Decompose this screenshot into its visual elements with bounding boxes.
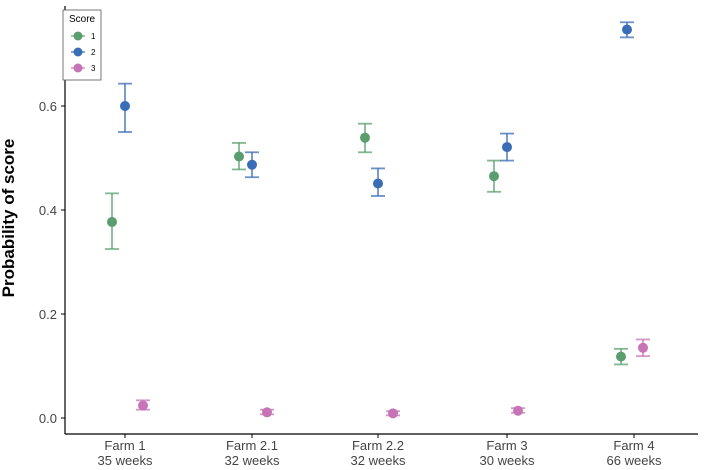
x-tick-label: 66 weeks	[607, 453, 662, 465]
legend-label: 1	[91, 32, 96, 41]
x-tick-label: 35 weeks	[98, 453, 153, 465]
legend-label: 2	[91, 48, 96, 57]
y-tick-label: 0.4	[39, 203, 57, 218]
axes	[61, 6, 698, 438]
data-point	[388, 408, 398, 419]
data-point	[622, 24, 632, 35]
legend-item: 2	[71, 47, 96, 57]
x-tick-label: Farm 3	[486, 438, 527, 453]
x-tick-label: Farm 2.1	[226, 438, 278, 453]
legend-item: 1	[71, 31, 96, 41]
data-point	[360, 132, 370, 143]
y-axis-label: Probability of score	[0, 139, 18, 298]
legend-box	[62, 9, 102, 81]
x-tick-label: 32 weeks	[351, 453, 406, 465]
legend-item: 3	[71, 63, 96, 73]
data-point	[120, 101, 130, 111]
data-points	[107, 24, 648, 419]
data-point	[373, 178, 383, 189]
y-tick-label: 0.0	[39, 411, 57, 426]
y-tick-label: 0.2	[39, 307, 57, 322]
x-tick-label: 32 weeks	[225, 453, 280, 465]
legend-title: Score	[69, 14, 96, 25]
x-tick-label: Farm 4	[613, 438, 654, 453]
x-tick-label: Farm 2.2	[352, 438, 404, 453]
x-tick-label: Farm 1	[104, 438, 145, 453]
data-point	[513, 405, 523, 416]
legend-label: 3	[91, 64, 96, 73]
data-point	[107, 216, 117, 227]
x-tick-label: 30 weeks	[480, 453, 535, 465]
legend: Score 1 2 3	[62, 9, 102, 81]
data-point	[138, 400, 148, 411]
data-point	[234, 151, 244, 162]
y-tick-label: 0.6	[39, 99, 57, 114]
legend-key-point	[73, 31, 83, 41]
data-point	[502, 142, 512, 153]
data-point	[262, 407, 272, 418]
data-point	[247, 159, 257, 170]
legend-key-point	[73, 47, 83, 57]
error-bars	[105, 21, 650, 417]
data-point	[638, 342, 648, 353]
data-point	[616, 351, 626, 362]
legend-key-point	[73, 63, 83, 73]
data-point	[489, 171, 499, 182]
